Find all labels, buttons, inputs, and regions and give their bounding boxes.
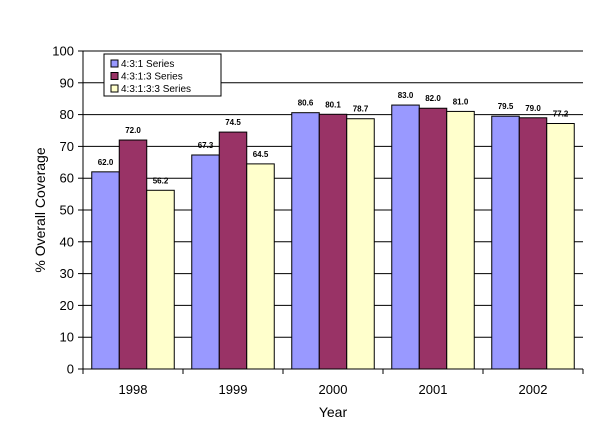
legend-swatch — [110, 72, 119, 80]
bar-4-3-1-series-2002 — [491, 115, 520, 370]
bar-4-3-1-series-1999 — [191, 154, 220, 370]
data-label: 72.0 — [125, 126, 141, 135]
bar-4-3-1-3-series-2001 — [418, 107, 448, 370]
tick-labels: 0 10 20 30 40 50 60 70 80 90 100 1998 1999 2000 2001 20… — [52, 44, 547, 398]
data-label: 80.1 — [325, 100, 341, 109]
y-tick-label: 60 — [60, 171, 74, 186]
y-tick-label: 100 — [52, 44, 74, 59]
y-tick-label: 40 — [60, 234, 74, 249]
y-tick-label: 30 — [60, 266, 74, 281]
data-label: 62.0 — [98, 158, 114, 167]
legend-label: 4:3:1:3:3 Series — [121, 84, 191, 95]
x-tick-label: 1998 — [119, 382, 148, 397]
legend-swatch — [110, 59, 119, 68]
y-tick-label: 50 — [60, 203, 74, 218]
data-label: 79.5 — [498, 102, 514, 111]
x-tick-label: 2000 — [319, 382, 348, 397]
x-tick-label: 2002 — [519, 382, 548, 397]
bar-4-3-1-3-3-series-1999 — [246, 163, 275, 370]
bar-4-3-1-3-series-1999 — [218, 131, 248, 370]
data-label: 74.5 — [225, 118, 241, 127]
data-label: 67.3 — [198, 141, 214, 150]
data-label: 82.0 — [425, 94, 441, 103]
y-tick-label: 10 — [60, 330, 74, 345]
bars — [91, 104, 575, 370]
bar-4-3-1-3-3-series-2000 — [346, 118, 375, 370]
x-tick-label: 2001 — [419, 382, 448, 397]
data-label: 80.6 — [298, 99, 314, 108]
bar-4-3-1-series-2000 — [291, 112, 320, 370]
bar-4-3-1-series-1998 — [91, 171, 120, 370]
legend-swatch — [110, 84, 119, 93]
data-label: 83.0 — [398, 91, 414, 100]
data-label: 64.5 — [253, 150, 269, 159]
y-tick-label: 0 — [67, 362, 74, 377]
bar-4-3-1-3-3-series-1998 — [146, 189, 175, 370]
y-tick-label: 90 — [60, 75, 74, 90]
data-label: 77.2 — [553, 110, 569, 119]
data-labels: 62.0 72.0 56.2 67.3 74.5 64.5 80.6 80.1 78.7 83.0… — [98, 91, 569, 185]
bar-4-3-1-series-2001 — [391, 104, 420, 370]
y-tick-label: 70 — [60, 139, 74, 154]
data-label: 78.7 — [353, 105, 369, 114]
x-axis-title: Year — [319, 404, 348, 420]
bar-4-3-1-3-series-2000 — [318, 113, 348, 370]
bar-4-3-1-3-3-series-2001 — [446, 110, 475, 370]
data-label: 56.2 — [153, 176, 169, 185]
legend-label: 4:3:1 Series — [121, 59, 174, 70]
legend-label: 4:3:1:3 Series — [121, 72, 183, 83]
y-axis-title: % Overall Coverage — [32, 147, 48, 272]
legend-box — [103, 53, 222, 97]
bar-4-3-1-3-series-1998 — [118, 139, 148, 370]
data-label: 79.0 — [525, 104, 541, 113]
y-tick-label: 80 — [60, 107, 74, 122]
y-tick-label: 20 — [60, 298, 74, 313]
bar-4-3-1-3-3-series-2002 — [546, 123, 575, 370]
data-label: 81.0 — [453, 97, 469, 106]
axes — [78, 50, 584, 374]
x-tick-label: 1999 — [219, 382, 248, 397]
bar-4-3-1-3-series-2002 — [518, 117, 548, 370]
